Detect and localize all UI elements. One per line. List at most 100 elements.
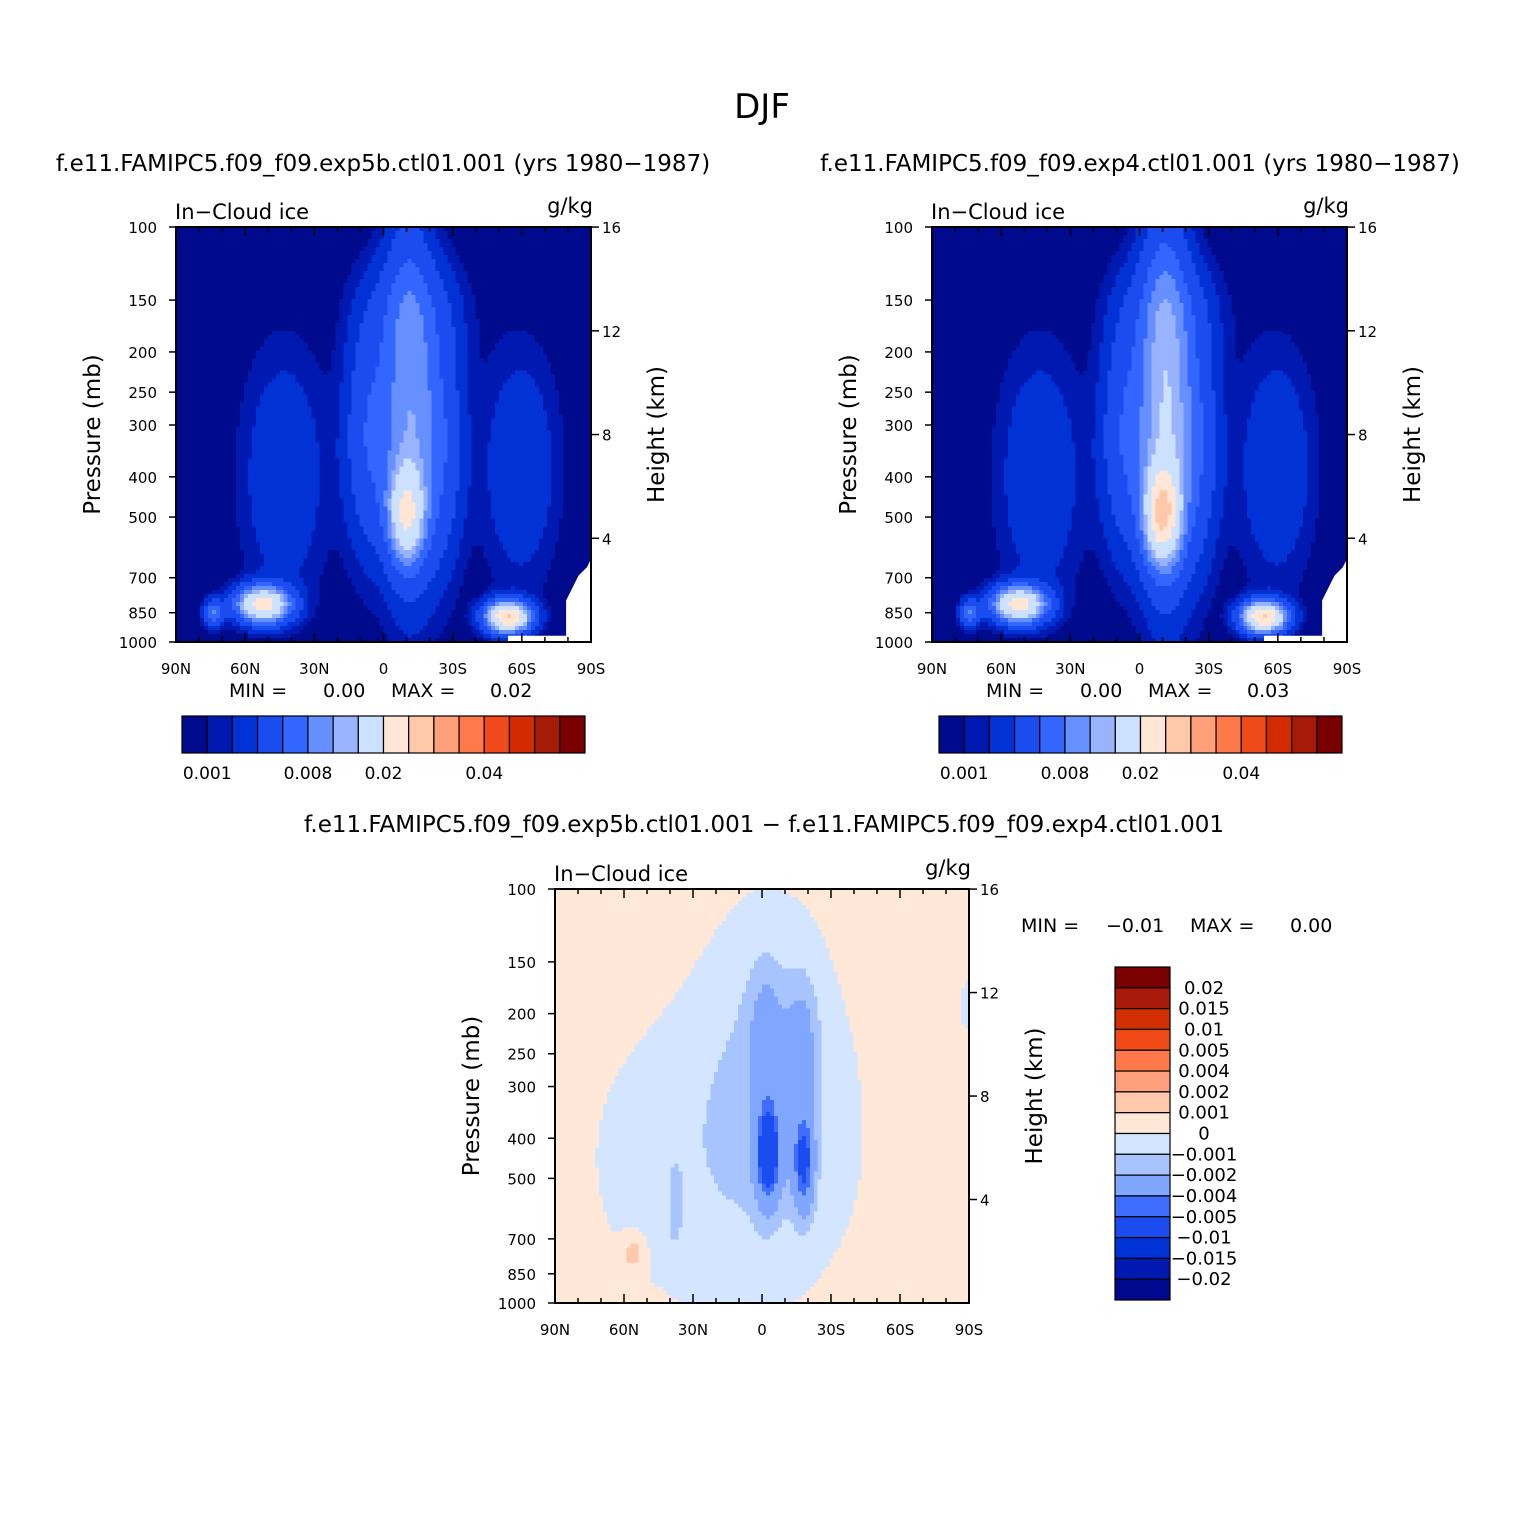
y-tick-label: 1000	[119, 634, 157, 652]
y-tick-label: 850	[507, 1266, 536, 1284]
x-tick-label: 0	[1135, 660, 1145, 678]
colorbar-label: 0.02	[365, 764, 403, 784]
x-tick-label: 30N	[678, 1321, 708, 1339]
y2-tick-label: 8	[980, 1088, 990, 1106]
y-tick-label: 300	[128, 417, 157, 435]
colorbar-swatch	[1114, 1257, 1171, 1280]
panel-exp5b: f.e11.FAMIPC5.f09_f09.exp5b.ctl01.001 (y…	[56, 151, 710, 784]
y2-axis-title: Height (km)	[1400, 366, 1426, 503]
colorbar-swatch	[1165, 715, 1192, 754]
y-tick-label: 400	[507, 1130, 536, 1148]
y2-tick-label: 8	[602, 427, 612, 445]
right-label: g/kg	[1303, 194, 1349, 218]
x-tick-label: 60S	[1264, 660, 1293, 678]
colorbar-swatch	[1114, 715, 1142, 754]
colorbar-swatch	[1291, 715, 1318, 754]
colorbar-label: 0.005	[1178, 1040, 1230, 1061]
colorbar-label: −0.02	[1176, 1269, 1231, 1290]
colorbar-label: 0.02	[1122, 764, 1160, 784]
max-value: 0.03	[1247, 680, 1289, 702]
y2-axis-title: Height (km)	[1022, 1027, 1048, 1164]
y-tick-label: 850	[128, 605, 157, 623]
max-label: MAX =	[391, 680, 455, 702]
colorbar-swatch	[559, 715, 586, 754]
colorbar-label: 0.04	[1222, 764, 1260, 784]
max-label: MAX =	[1190, 915, 1254, 937]
y-tick-label: 200	[884, 344, 913, 362]
left-label: In−Cloud ice	[554, 862, 688, 886]
y-tick-label: 100	[884, 219, 913, 237]
colorbar-label: 0.008	[284, 764, 333, 784]
colorbar-label: −0.005	[1171, 1207, 1238, 1228]
colorbar-swatch	[988, 715, 1016, 754]
colorbar-swatch	[1114, 1028, 1171, 1051]
y-tick-label: 500	[884, 509, 913, 527]
colorbar-swatch	[181, 715, 208, 754]
colorbar-swatch	[1114, 1216, 1171, 1239]
colorbar-swatch	[1114, 987, 1171, 1010]
y-axis-title: Pressure (mb)	[80, 354, 106, 514]
colorbar-swatch	[963, 715, 990, 754]
min-value: 0.00	[1080, 680, 1122, 702]
left-label: In−Cloud ice	[175, 200, 309, 224]
colorbar-label: 0	[1198, 1124, 1209, 1145]
y-tick-label: 200	[128, 344, 157, 362]
colorbar-swatch	[1114, 1174, 1171, 1197]
x-tick-label: 30S	[438, 660, 467, 678]
colorbar-swatch	[534, 715, 561, 754]
x-tick-label: 90N	[917, 660, 947, 678]
contour-field	[176, 227, 592, 643]
colorbar-swatch	[483, 715, 511, 754]
y-tick-label: 700	[128, 570, 157, 588]
y-tick-label: 500	[507, 1170, 536, 1188]
colorbar-swatch	[307, 715, 334, 754]
x-tick-label: 0	[379, 660, 389, 678]
min-label: MIN =	[1021, 915, 1079, 937]
y-tick-label: 250	[507, 1046, 536, 1064]
y-tick-label: 700	[507, 1231, 536, 1249]
colorbar-swatch	[458, 715, 485, 754]
y-tick-label: 1000	[498, 1295, 536, 1313]
y2-tick-label: 12	[980, 985, 999, 1003]
y-tick-label: 150	[507, 954, 536, 972]
y2-tick-label: 8	[1358, 427, 1368, 445]
y2-tick-label: 16	[980, 881, 999, 899]
colorbar-swatch	[1190, 715, 1217, 754]
page-title: DJF	[734, 87, 790, 127]
colorbar-swatch	[1114, 1008, 1171, 1031]
y-tick-label: 200	[507, 1006, 536, 1024]
y-tick-label: 250	[884, 384, 913, 402]
x-tick-label: 30S	[1194, 660, 1223, 678]
y-tick-label: 400	[884, 469, 913, 487]
colorbar-swatch	[1114, 1195, 1171, 1218]
panel-exp4: f.e11.FAMIPC5.f09_f09.exp4.ctl01.001 (yr…	[820, 151, 1460, 784]
colorbar-label: 0.001	[183, 764, 232, 784]
y-tick-label: 1000	[875, 634, 913, 652]
colorbar-label: −0.001	[1171, 1144, 1238, 1165]
panel-difference: f.e11.FAMIPC5.f09_f09.exp5b.ctl01.001 − …	[304, 812, 1332, 1339]
colorbar-swatch	[256, 715, 284, 754]
colorbar-swatch	[1114, 1278, 1171, 1301]
colorbar-label: −0.01	[1176, 1228, 1231, 1249]
colorbar-swatch	[1114, 1049, 1171, 1072]
x-tick-label: 90N	[540, 1321, 570, 1339]
y2-tick-label: 4	[980, 1192, 990, 1210]
colorbar-swatch	[332, 715, 359, 754]
colorbar-label: 0.02	[1184, 978, 1224, 999]
colorbar-swatch	[1139, 715, 1167, 754]
colorbar-swatch	[1039, 715, 1066, 754]
panel-title: f.e11.FAMIPC5.f09_f09.exp5b.ctl01.001 (y…	[56, 151, 710, 177]
y2-tick-label: 12	[602, 323, 621, 341]
colorbar-label: 0.001	[940, 764, 989, 784]
colorbar-label: 0.001	[1178, 1103, 1230, 1124]
colorbar-swatch	[1114, 1091, 1171, 1114]
min-value: −0.01	[1106, 915, 1164, 937]
x-tick-label: 30N	[299, 660, 329, 678]
colorbar-swatch	[433, 715, 460, 754]
colorbar-label: 0.002	[1178, 1082, 1230, 1103]
min-value: 0.00	[323, 680, 365, 702]
y-tick-label: 100	[128, 219, 157, 237]
max-value: 0.00	[1290, 915, 1332, 937]
colorbar-swatch	[1114, 1132, 1171, 1155]
y-axis-title: Pressure (mb)	[459, 1016, 485, 1176]
